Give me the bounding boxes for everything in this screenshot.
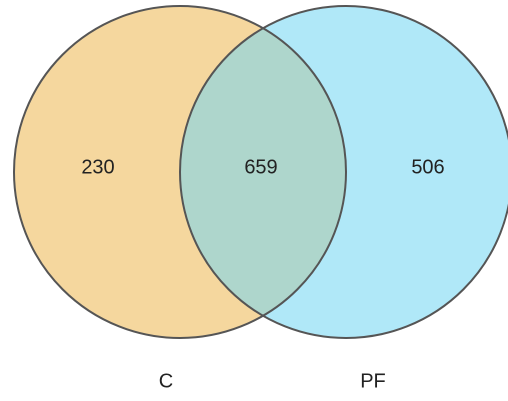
intersection-region bbox=[180, 6, 346, 338]
set-c-label: C bbox=[159, 370, 173, 392]
c-only-count: 230 bbox=[81, 156, 114, 178]
set-pf-label: PF bbox=[360, 370, 386, 392]
set-c-outline bbox=[13, 5, 347, 339]
intersection-count: 659 bbox=[244, 156, 277, 178]
set-pf-outline bbox=[179, 5, 508, 339]
pf-only-count: 506 bbox=[411, 156, 444, 178]
